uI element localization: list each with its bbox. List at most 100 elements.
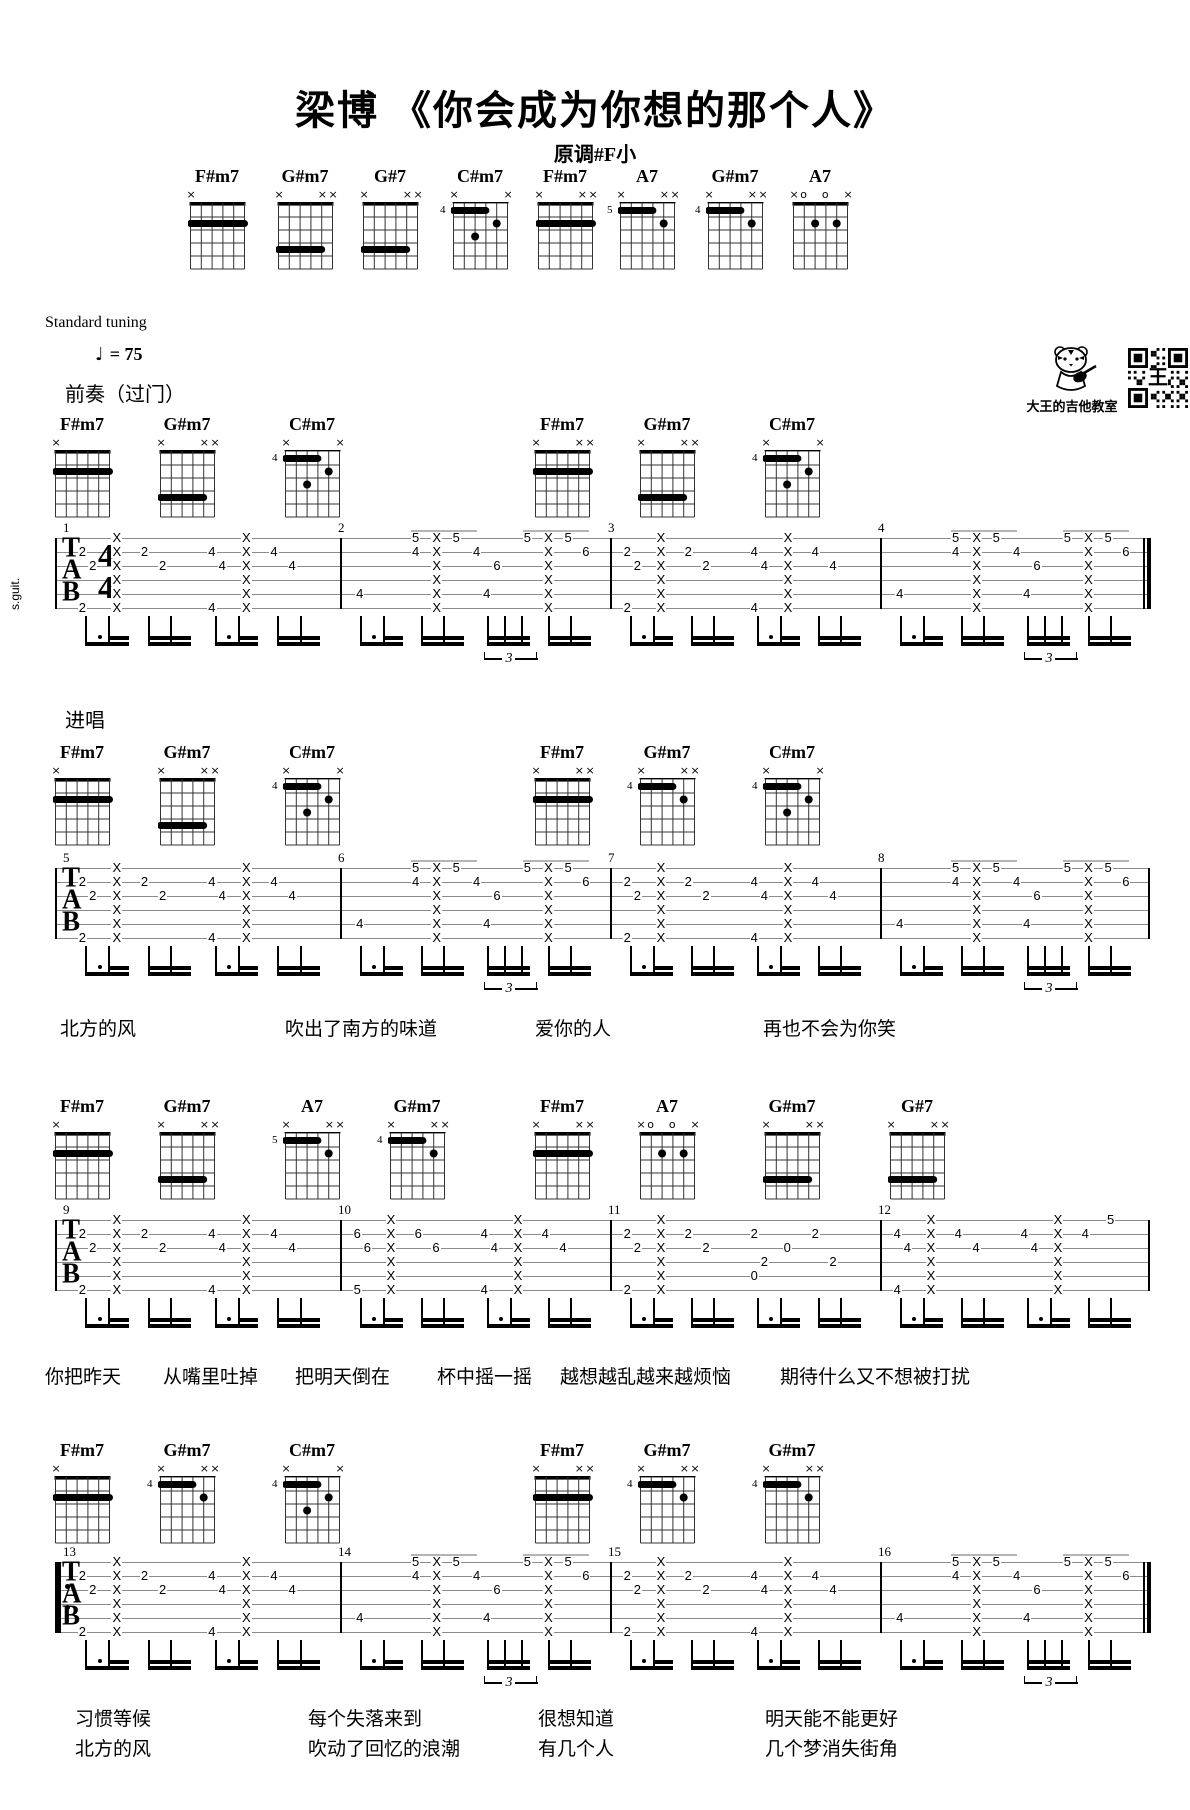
rhythm-beam: [1027, 642, 1070, 646]
tab-muted-x: X: [431, 860, 443, 875]
tab-fret-number: 2: [632, 1240, 642, 1255]
let-ring-line: [410, 530, 477, 532]
chord-name: G#m7: [163, 1096, 211, 1116]
tab-fret-number: 4: [1080, 1226, 1090, 1241]
rhythm-stem: [983, 1298, 986, 1324]
augmentation-dot: [372, 1659, 377, 1663]
tab-clef-letter: B: [62, 905, 81, 937]
rhythm-beam: [548, 972, 591, 976]
tab-muted-x: X: [782, 902, 794, 917]
tab-fret-number: 4: [355, 586, 365, 601]
string-marker-muted: ×: [534, 188, 544, 201]
rhythm-beam: [487, 966, 530, 970]
string-marker-muted: ×: [761, 436, 771, 449]
string-marker-muted: ×: [761, 764, 771, 777]
tab-fret-number: 4: [217, 1240, 227, 1255]
tab-fret-number: 2: [88, 558, 98, 573]
brand-logo-block: 大王的吉他教室: [1022, 344, 1122, 414]
rhythm-stem: [818, 1298, 821, 1324]
rhythm-stem: [299, 1640, 302, 1666]
rhythm-stem: [1088, 946, 1091, 972]
rhythm-stem: [360, 1298, 363, 1324]
measure-barline: [340, 1220, 342, 1291]
augmentation-dot: [642, 965, 647, 969]
repeat-dot: [65, 1605, 70, 1610]
tab-muted-x: X: [655, 530, 667, 545]
rhythm-stem: [214, 1298, 217, 1324]
measure-number: 10: [338, 1202, 351, 1217]
tab-muted-x: X: [240, 1554, 252, 1569]
tab-muted-x: X: [971, 1624, 983, 1639]
rhythm-beam: [382, 966, 403, 970]
rhythm-beam: [214, 642, 259, 646]
rhythm-beam: [691, 1324, 734, 1328]
tab-muted-x: X: [431, 572, 443, 587]
fret-position-number: 5: [607, 204, 613, 216]
string-marker-muted: ×: [659, 188, 669, 201]
tab-muted-x: X: [512, 1212, 524, 1227]
tab-muted-x: X: [782, 916, 794, 931]
tab-fret-number: 2: [622, 1282, 632, 1297]
measure-barline: [610, 538, 612, 609]
tab-fret-number: 4: [269, 544, 279, 559]
rhythm-beam: [900, 1324, 943, 1328]
string-marker-muted: ×: [670, 188, 680, 201]
tab-fret-number: 5: [1062, 1554, 1073, 1569]
rhythm-stem: [382, 1298, 385, 1324]
rhythm-beam: [147, 1666, 191, 1670]
tab-muted-x: X: [385, 1212, 397, 1227]
tab-fret-number: 2: [139, 1568, 150, 1583]
tab-muted-x: X: [1083, 888, 1094, 903]
rhythm-stem: [214, 616, 217, 642]
string-marker-muted: ×: [531, 436, 541, 449]
rhythm-beam: [277, 636, 321, 640]
measure-barline: [880, 868, 882, 939]
tab-muted-x: X: [111, 1554, 123, 1569]
tab-fret-number: 6: [581, 1568, 591, 1583]
rhythm-beam: [548, 636, 591, 640]
tab-fret-number: 6: [581, 544, 591, 559]
string-marker-muted: ×: [585, 436, 595, 449]
measure-barline: [880, 538, 882, 609]
rhythm-stem: [652, 1298, 655, 1324]
tab-muted-x: X: [431, 586, 443, 601]
rhythm-beam: [237, 1660, 259, 1664]
system-start-barline: [55, 868, 57, 939]
tab-muted-x: X: [655, 888, 667, 903]
tab-muted-x: X: [543, 1596, 554, 1611]
rhythm-stem: [779, 1298, 782, 1324]
tab-muted-x: X: [1083, 586, 1094, 601]
rhythm-beam: [237, 966, 259, 970]
tab-muted-x: X: [240, 1226, 252, 1241]
tab-muted-x: X: [543, 600, 554, 615]
tab-fret-number: 4: [207, 544, 217, 559]
brand-name: 大王的吉他教室: [1026, 399, 1118, 414]
chord-name: F#m7: [540, 1440, 584, 1460]
string-marker-muted: ×: [156, 436, 166, 449]
chord-name: G#m7: [163, 414, 211, 434]
triplet-number: 3: [502, 652, 516, 666]
tab-muted-x: X: [655, 874, 667, 889]
tempo-value: = 75: [109, 344, 143, 364]
rhythm-beam: [757, 1666, 800, 1670]
string-marker-muted: ×: [449, 188, 459, 201]
end-barline: [1148, 1220, 1150, 1291]
tab-muted-x: X: [655, 586, 667, 601]
tab-fret-number: 4: [828, 1582, 838, 1597]
rhythm-beam: [360, 972, 403, 976]
lyric-phrase: 很想知道: [538, 1709, 615, 1730]
rhythm-beam: [1027, 966, 1070, 970]
tab-fret-number: 4: [269, 1226, 279, 1241]
tiger-mascot-logo: [1054, 346, 1097, 391]
tab-fret-number: 4: [472, 1568, 482, 1583]
rhythm-beam: [757, 1324, 800, 1328]
lyric-phrase: 明天能不能更好: [765, 1709, 899, 1730]
tab-muted-x: X: [1052, 1226, 1064, 1241]
rhythm-stem: [421, 1298, 424, 1324]
rhythm-beam: [900, 972, 943, 976]
tab-fret-number: 4: [217, 1582, 227, 1597]
rhythm-stem: [1110, 1298, 1113, 1324]
rhythm-stem: [713, 946, 716, 972]
augmentation-dot: [372, 1317, 377, 1321]
rhythm-stem: [277, 1298, 280, 1324]
